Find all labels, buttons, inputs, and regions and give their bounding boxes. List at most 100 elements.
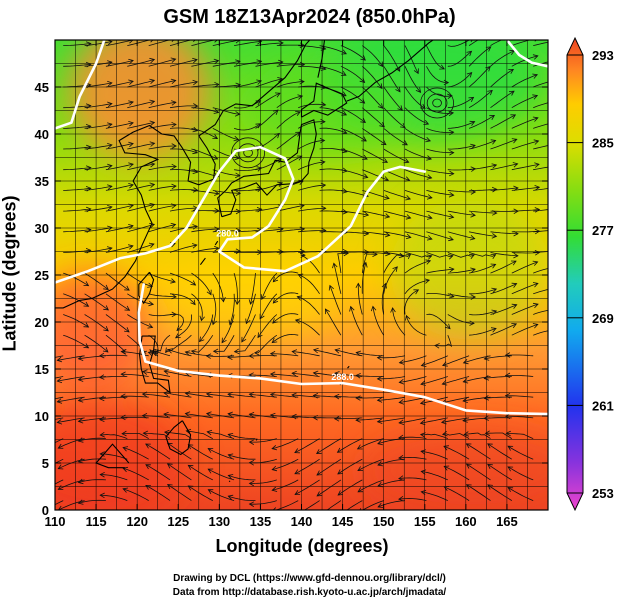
streamline bbox=[426, 268, 454, 274]
streamline bbox=[426, 293, 454, 298]
streamline bbox=[361, 262, 367, 294]
streamline bbox=[84, 123, 112, 129]
streamline-arrowhead bbox=[221, 337, 227, 344]
coastline bbox=[214, 240, 219, 246]
streamline bbox=[105, 163, 134, 171]
streamline-arrowhead bbox=[316, 470, 323, 476]
streamline-arrowhead bbox=[256, 207, 263, 213]
streamline-arrowhead bbox=[448, 129, 455, 136]
streamline bbox=[169, 207, 198, 212]
streamline-arrowhead bbox=[355, 282, 362, 288]
streamline-arrowhead bbox=[235, 248, 242, 254]
streamline-arrowhead bbox=[298, 179, 304, 185]
streamline bbox=[191, 334, 214, 353]
streamline-arrowhead bbox=[317, 512, 322, 516]
streamline-arrowhead bbox=[469, 120, 476, 126]
streamline bbox=[233, 272, 238, 305]
streamline bbox=[490, 163, 518, 171]
streamline bbox=[335, 349, 363, 357]
streamline-arrowhead bbox=[124, 285, 130, 291]
streamline-arrowhead bbox=[171, 293, 177, 300]
coastline bbox=[217, 119, 317, 218]
streamline bbox=[84, 144, 112, 150]
streamline bbox=[105, 272, 130, 291]
streamline-arrowhead bbox=[149, 78, 156, 84]
x-tick-label: 160 bbox=[455, 514, 477, 529]
streamline-arrowhead bbox=[235, 172, 241, 179]
streamline bbox=[212, 169, 240, 176]
streamline bbox=[484, 396, 512, 399]
streamline-arrowhead bbox=[398, 359, 405, 365]
streamline bbox=[142, 371, 171, 377]
streamline-arrowhead bbox=[107, 205, 113, 211]
streamline bbox=[426, 66, 449, 83]
streamline-arrowhead bbox=[556, 265, 561, 270]
streamline bbox=[490, 50, 515, 67]
streamline-arrowhead bbox=[56, 377, 63, 384]
streamline bbox=[63, 125, 91, 129]
streamline-arrowhead bbox=[489, 32, 494, 37]
y-tick-label: 45 bbox=[35, 80, 49, 95]
x-tick-label: 130 bbox=[208, 514, 230, 529]
coastline bbox=[55, 40, 311, 309]
streamline bbox=[169, 40, 193, 46]
streamline bbox=[447, 121, 475, 129]
x-axis-label: Longitude (degrees) bbox=[215, 536, 389, 556]
colorbar-tick-label: 285 bbox=[592, 136, 614, 151]
streamline bbox=[78, 458, 106, 463]
streamline-arrowhead bbox=[56, 356, 63, 363]
streamline-arrowhead bbox=[377, 502, 384, 508]
streamline-arrowhead bbox=[556, 141, 561, 146]
streamline bbox=[325, 308, 342, 336]
streamline bbox=[188, 464, 213, 481]
streamline bbox=[533, 166, 548, 171]
streamline bbox=[447, 50, 472, 67]
streamline bbox=[533, 209, 548, 212]
streamline bbox=[175, 314, 193, 339]
streamline-arrowhead bbox=[511, 138, 518, 144]
streamline-arrowhead bbox=[321, 205, 327, 212]
streamline-arrowhead bbox=[278, 59, 284, 66]
streamline bbox=[127, 204, 155, 212]
streamline-arrowhead bbox=[192, 187, 199, 193]
streamline-arrowhead bbox=[384, 194, 390, 200]
streamline bbox=[84, 185, 112, 191]
streamline bbox=[383, 210, 411, 219]
streamline bbox=[297, 121, 325, 129]
streamline bbox=[357, 479, 384, 493]
streamline bbox=[234, 188, 262, 192]
streamline-arrowhead bbox=[205, 353, 212, 359]
streamline-arrowhead bbox=[171, 121, 177, 128]
streamline bbox=[362, 66, 383, 89]
streamline-arrowhead bbox=[141, 369, 148, 375]
streamline bbox=[298, 103, 326, 109]
streamline-arrowhead bbox=[426, 235, 433, 241]
streamline bbox=[105, 225, 134, 233]
y-tick-label: 5 bbox=[42, 456, 49, 471]
streamline-arrowhead bbox=[440, 418, 447, 425]
y-axis-ticks: 0 5 10 15 20 25 30 35 40 45 bbox=[35, 80, 548, 518]
streamline bbox=[319, 148, 348, 153]
streamline-arrowhead bbox=[102, 347, 109, 353]
streamline bbox=[469, 310, 497, 316]
streamline-arrowhead bbox=[377, 482, 384, 488]
streamline-arrowhead bbox=[513, 252, 519, 259]
streamline bbox=[148, 101, 176, 109]
streamline-arrowhead bbox=[295, 111, 301, 117]
contour-line bbox=[55, 145, 427, 284]
streamline bbox=[362, 107, 385, 128]
streamline-arrowhead bbox=[272, 318, 278, 324]
streamline bbox=[326, 500, 342, 510]
streamline-arrowhead bbox=[485, 46, 492, 52]
streamline bbox=[272, 271, 299, 283]
streamline-arrowhead bbox=[278, 249, 284, 255]
streamline-arrowhead bbox=[360, 55, 366, 61]
streamline-arrowhead bbox=[299, 79, 305, 85]
streamline bbox=[186, 430, 213, 439]
streamline-arrowhead bbox=[122, 446, 129, 452]
streamline-arrowhead bbox=[83, 281, 90, 287]
streamline bbox=[63, 293, 89, 307]
streamline bbox=[533, 268, 548, 274]
streamline-arrowhead bbox=[380, 140, 387, 146]
streamline-arrowhead bbox=[426, 254, 433, 260]
